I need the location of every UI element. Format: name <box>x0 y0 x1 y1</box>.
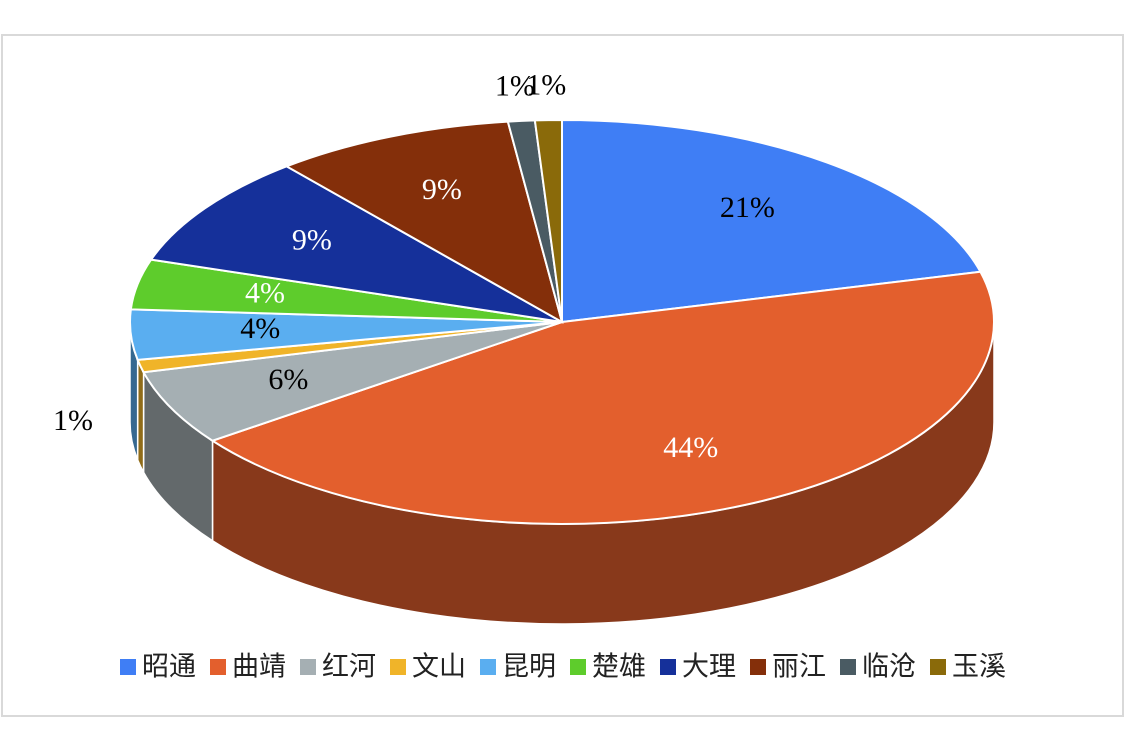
slice <box>149 165 563 323</box>
slice <box>284 120 564 325</box>
legend-swatch <box>120 659 136 675</box>
legend-label: 丽江 <box>772 652 826 683</box>
legend-label: 文山 <box>412 652 466 683</box>
data-label: 1% <box>526 69 566 102</box>
data-label: 1% <box>495 70 535 103</box>
legend-label: 临沧 <box>862 652 916 683</box>
legend-swatch <box>750 659 766 675</box>
slice-side <box>136 359 145 473</box>
data-label: 4% <box>245 276 285 309</box>
legend-swatch <box>390 659 406 675</box>
legend-label: 红河 <box>322 652 376 683</box>
legend-label: 玉溪 <box>952 652 1006 683</box>
data-label: 6% <box>268 363 308 396</box>
legend-label: 昭通 <box>142 652 196 683</box>
data-label: 21% <box>720 191 775 224</box>
data-label: 44% <box>663 431 718 464</box>
legend-swatch <box>210 659 226 675</box>
legend-swatch <box>840 659 856 675</box>
legend-swatch <box>660 659 676 675</box>
data-label: 9% <box>292 223 332 256</box>
legend-swatch <box>480 659 496 675</box>
legend-swatch <box>930 659 946 675</box>
slice <box>561 118 983 324</box>
data-label: 9% <box>422 173 462 206</box>
data-label: 4% <box>240 312 280 345</box>
legend-swatch <box>300 659 316 675</box>
slice <box>141 321 563 442</box>
slice <box>210 270 995 525</box>
legend-label: 大理 <box>682 652 736 683</box>
slice <box>533 118 563 323</box>
legend-label: 楚雄 <box>592 652 646 683</box>
legend-swatch <box>570 659 586 675</box>
data-label: 1% <box>53 404 93 437</box>
legend-label: 曲靖 <box>232 652 286 683</box>
legend-label: 昆明 <box>502 652 556 683</box>
